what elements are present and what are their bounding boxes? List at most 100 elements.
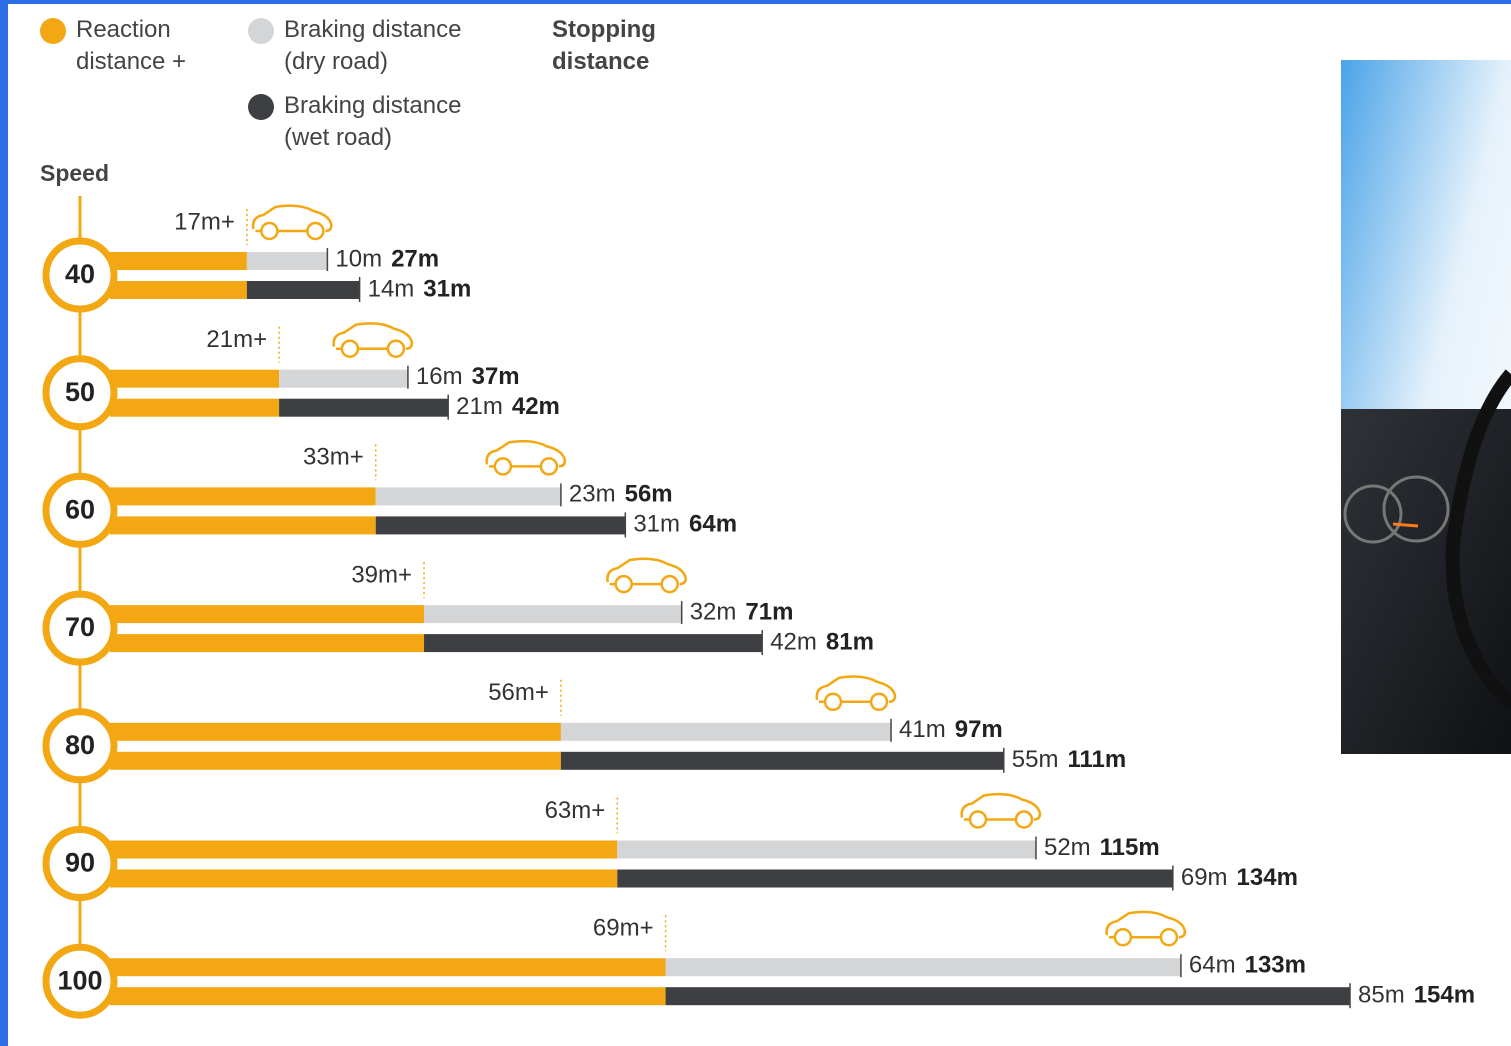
speed-circle <box>42 237 118 313</box>
speed-circle <box>42 355 118 431</box>
dry-braking-bar <box>665 958 1181 977</box>
dry-braking-label: 23m <box>569 481 616 508</box>
dry-braking-bar <box>617 840 1036 859</box>
dry-stopping-label: 56m <box>625 481 673 508</box>
car-wheel <box>386 339 406 358</box>
speed-circle <box>42 943 118 1019</box>
reaction-bar <box>110 516 376 535</box>
reaction-label: 56m+ <box>488 679 549 706</box>
car-wheel <box>539 457 559 476</box>
car-wheel <box>493 457 513 476</box>
stopping-header: Stopping distance <box>552 16 656 75</box>
wet-braking-bar <box>665 987 1350 1006</box>
car-wheel <box>869 692 889 712</box>
reaction-label: 17m+ <box>174 208 235 235</box>
car-wheel <box>1159 927 1179 947</box>
reaction-bar <box>110 722 561 741</box>
car-wheel <box>306 221 325 241</box>
wet-braking-bar <box>246 281 360 299</box>
reaction-label: 63m+ <box>545 797 606 824</box>
reaction-bar <box>110 605 425 624</box>
dry-braking-label: 41m <box>899 716 946 743</box>
legend-label: Braking distance (wet road) <box>284 92 462 151</box>
reaction-bar <box>110 281 247 299</box>
wet-braking-bar <box>560 751 1004 770</box>
wet-stopping-label: 81m <box>826 628 874 655</box>
wet-braking-bar <box>279 398 449 417</box>
wet-stopping-label: 111m <box>1067 746 1126 773</box>
car-wheel <box>1113 927 1133 947</box>
speed-circle <box>42 708 118 784</box>
speed-circle <box>42 590 118 666</box>
dry-braking-label: 16m <box>416 363 463 390</box>
speed-label: 70 <box>65 612 95 642</box>
car-body <box>606 557 687 586</box>
car-wheel <box>340 339 360 358</box>
speed-label: 60 <box>65 495 95 525</box>
dry-braking-label: 32m <box>690 598 737 625</box>
wet-braking-label: 69m <box>1181 864 1228 891</box>
reaction-bar <box>110 634 425 653</box>
wet-braking-bar <box>375 516 626 535</box>
dry-braking-bar <box>246 252 328 270</box>
speed-circle <box>42 826 118 901</box>
reaction-bar <box>110 751 561 770</box>
reaction-bar <box>110 958 666 977</box>
photo <box>1341 60 1511 754</box>
reaction-bar <box>110 252 247 270</box>
car-icon <box>1105 910 1187 947</box>
reaction-bar <box>110 369 280 388</box>
dry-stopping-label: 97m <box>955 716 1003 743</box>
car-body <box>815 675 897 704</box>
car-icon <box>606 557 687 594</box>
car-body <box>1105 910 1187 939</box>
dry-stopping-label: 27m <box>391 245 439 272</box>
legend-label: Braking distance (dry road) <box>284 16 462 75</box>
car-wheel <box>1014 810 1034 829</box>
car-icon <box>251 204 333 241</box>
dry-stopping-label: 115m <box>1100 834 1160 861</box>
chart: 40 17m+ 10m 27m 14m 31m 50 21m+ 16m 37m 21m 42m 60 33… <box>42 60 1511 1019</box>
car-icon <box>332 322 414 358</box>
reaction-bar <box>110 398 280 417</box>
wet-braking-label: 55m <box>1012 746 1059 773</box>
wet-stopping-label: 42m <box>512 393 560 420</box>
dry-stopping-label: 133m <box>1245 952 1306 979</box>
car-icon <box>485 439 567 476</box>
car-wheel <box>968 810 988 829</box>
car-wheel <box>823 692 843 712</box>
reaction-bar <box>110 987 666 1006</box>
reaction-bar <box>110 869 618 888</box>
dry-stopping-label: 71m <box>745 598 793 625</box>
wet-braking-label: 14m <box>368 275 415 302</box>
car-wheel <box>660 574 679 594</box>
speed-label: 80 <box>65 730 95 760</box>
car-wheel <box>260 221 279 241</box>
dry-braking-bar <box>279 369 408 388</box>
legend-swatch <box>248 94 274 120</box>
reaction-label: 33m+ <box>303 444 364 471</box>
car-body <box>960 792 1042 821</box>
dry-braking-label: 64m <box>1189 952 1236 979</box>
car-body <box>332 322 414 350</box>
dry-stopping-label: 37m <box>472 363 520 390</box>
wet-braking-label: 21m <box>456 393 503 420</box>
wet-stopping-label: 31m <box>423 275 471 302</box>
wet-braking-label: 42m <box>770 628 817 655</box>
car-body <box>251 204 333 233</box>
axis-label: Speed <box>40 160 110 186</box>
dry-braking-bar <box>424 605 682 624</box>
speed-circle <box>42 472 118 548</box>
dry-braking-bar <box>375 487 561 506</box>
speed-label: 50 <box>65 377 95 407</box>
car-icon <box>960 792 1042 829</box>
reaction-bar <box>110 487 376 506</box>
reaction-label: 21m+ <box>206 326 267 353</box>
reaction-label: 39m+ <box>351 561 412 588</box>
dry-braking-label: 10m <box>335 245 382 272</box>
wet-braking-bar <box>617 869 1173 888</box>
reaction-bar <box>110 840 618 859</box>
wet-stopping-label: 154m <box>1414 982 1475 1009</box>
wet-stopping-label: 64m <box>689 511 737 538</box>
